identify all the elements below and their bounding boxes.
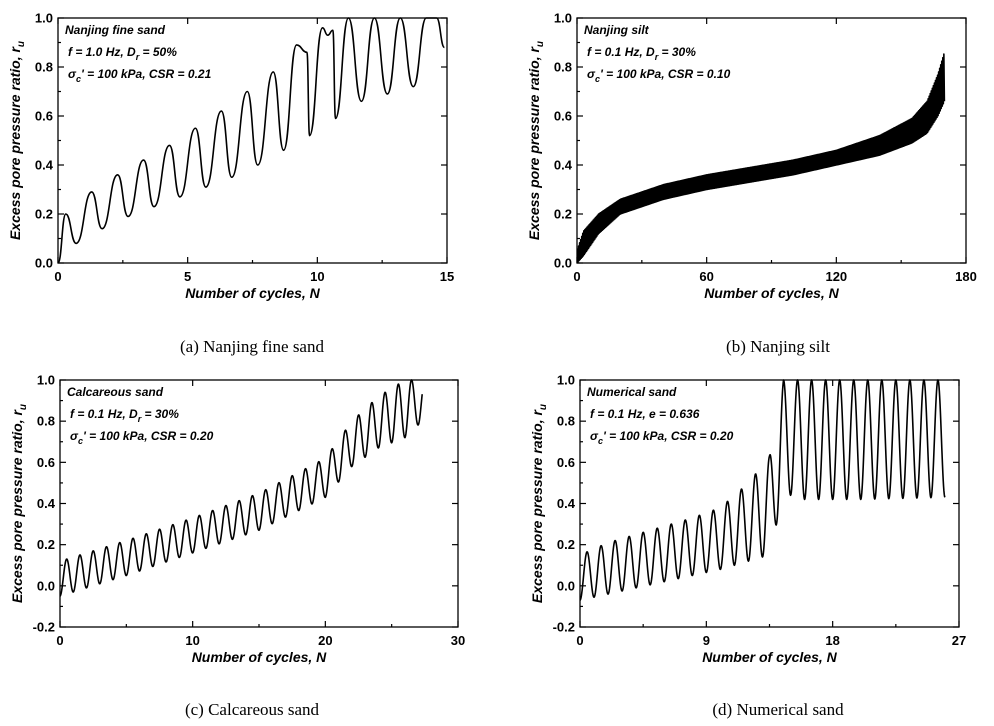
annotation-line-3: σc' = 100 kPa, CSR = 0.10	[587, 67, 731, 84]
series-line	[580, 379, 946, 601]
annotation-line-1: Nanjing fine sand	[65, 23, 166, 37]
y-tick-label: 0.6	[554, 109, 572, 124]
annotation-line-2: f = 0.1 Hz, Dr = 30%	[587, 45, 696, 62]
y-tick-label: 1.0	[557, 373, 575, 388]
y-tick-label: 1.0	[554, 11, 572, 26]
series-line	[58, 17, 446, 263]
annotation-line-1: Numerical sand	[587, 385, 677, 399]
y-tick-label: 0.0	[37, 578, 55, 593]
y-tick-label: 0.4	[554, 158, 573, 173]
series-line	[60, 379, 423, 597]
y-tick-label: 0.8	[557, 414, 575, 429]
chart-panel-2: 0 60 120 180 0.0 0.2 0.4 0.6 0.8 1.0 Number of cyc…	[526, 11, 977, 357]
y-tick-label: 0.8	[554, 60, 572, 75]
y-axis-label: Excess pore pressure ratio, ru	[7, 41, 27, 240]
x-tick-label: 120	[825, 269, 847, 284]
x-tick-label: 60	[699, 269, 713, 284]
y-tick-label: 0.8	[37, 414, 55, 429]
y-tick-label: 0.6	[557, 455, 575, 470]
panel-caption: (a) Nanjing fine sand	[180, 337, 324, 356]
y-tick-label: 1.0	[37, 373, 55, 388]
y-tick-label: -0.2	[553, 620, 575, 635]
y-tick-label: 0.6	[37, 455, 55, 470]
y-tick-label: 0.4	[557, 496, 576, 511]
x-axis-label: Number of cycles, N	[704, 285, 839, 301]
panel-caption: (b) Nanjing silt	[726, 337, 830, 356]
x-axis-label: Number of cycles, N	[185, 285, 320, 301]
annotation-line-3: σc' = 100 kPa, CSR = 0.21	[68, 67, 212, 84]
x-tick-label: 15	[440, 269, 454, 284]
annotation-line-2: f = 0.1 Hz, Dr = 30%	[70, 407, 179, 424]
y-tick-label: 0.8	[35, 60, 53, 75]
x-tick-label: 30	[451, 633, 465, 648]
chart-panel-3: 0 10 20 30 -0.2 0.0 0.2 0.4 0.6 0.8 1.0 Number of c…	[9, 373, 465, 720]
annotation-line-3: σc' = 100 kPa, CSR = 0.20	[70, 429, 214, 446]
annotation-line-2: f = 0.1 Hz, e = 0.636	[590, 407, 700, 421]
annotation-line-1: Calcareous sand	[67, 385, 164, 399]
x-tick-label: 20	[318, 633, 332, 648]
y-axis-label: Excess pore pressure ratio, ru	[529, 404, 549, 603]
series-line	[577, 53, 946, 263]
annotation-line-1: Nanjing silt	[584, 23, 650, 37]
y-tick-label: 0.4	[35, 158, 54, 173]
x-tick-label: 9	[703, 633, 710, 648]
y-axis-label: Excess pore pressure ratio, ru	[9, 404, 29, 603]
x-tick-label: 10	[185, 633, 199, 648]
chart-panel-1: 0 5 10 15 0.0 0.2 0.4 0.6 0.8 1.0 Number of cycles…	[7, 11, 454, 357]
y-tick-label: 0.0	[554, 256, 572, 271]
x-tick-label: 5	[184, 269, 191, 284]
annotation-line-3: σc' = 100 kPa, CSR = 0.20	[590, 429, 734, 446]
x-axis-label: Number of cycles, N	[192, 649, 327, 665]
y-tick-label: 1.0	[35, 11, 53, 26]
y-tick-label: 0.4	[37, 496, 56, 511]
x-tick-label: 0	[573, 269, 580, 284]
x-tick-label: 180	[955, 269, 977, 284]
x-tick-label: 0	[56, 633, 63, 648]
x-tick-label: 0	[576, 633, 583, 648]
y-tick-label: 0.2	[37, 537, 55, 552]
panel-caption: (d) Numerical sand	[712, 700, 844, 719]
y-tick-label: 0.6	[35, 109, 53, 124]
x-axis-label: Number of cycles, N	[702, 649, 837, 665]
x-tick-label: 27	[952, 633, 966, 648]
annotation-line-2: f = 1.0 Hz, Dr = 50%	[68, 45, 177, 62]
panel-caption: (c) Calcareous sand	[185, 700, 320, 719]
x-tick-label: 0	[54, 269, 61, 284]
y-tick-label: 0.2	[557, 537, 575, 552]
y-tick-label: 0.0	[35, 256, 53, 271]
x-tick-label: 18	[825, 633, 839, 648]
y-tick-label: 0.0	[557, 578, 575, 593]
chart-panel-4: 0 9 18 27 -0.2 0.0 0.2 0.4 0.6 0.8 1.0 Number of cy…	[529, 373, 966, 720]
y-tick-label: -0.2	[33, 620, 55, 635]
y-axis-label: Excess pore pressure ratio, ru	[526, 41, 546, 240]
x-tick-label: 10	[310, 269, 324, 284]
y-tick-label: 0.2	[35, 207, 53, 222]
y-tick-label: 0.2	[554, 207, 572, 222]
